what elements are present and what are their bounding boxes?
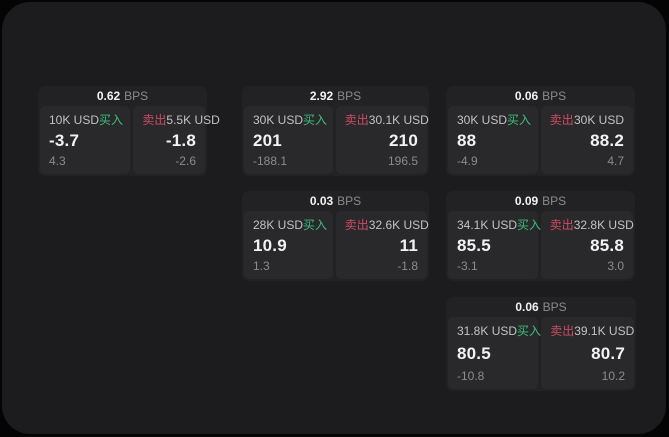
bps-value: 0.03 — [309, 194, 334, 208]
sell-change: 4.7 — [607, 154, 624, 168]
buy-change: 1.3 — [253, 259, 270, 273]
sell-change: -1.8 — [397, 259, 418, 273]
sell-price: 88.2 — [590, 131, 624, 150]
buy-panel[interactable]: 34.1K USD 买入 85.5 -3.1 — [448, 211, 542, 279]
bps-unit-label: BPS — [337, 89, 362, 103]
quote-card-6: 0.06 BPS 31.8K USD 买入 80.5 -10.8 卖出 39.1… — [446, 297, 636, 391]
buy-change: -188.1 — [253, 154, 288, 168]
sell-panel[interactable]: 卖出 5.5K USD -1.8 -2.6 — [133, 106, 220, 174]
buy-price: 80.5 — [457, 344, 491, 363]
buy-panel[interactable]: 31.8K USD 买入 80.5 -10.8 — [448, 317, 542, 389]
sell-side-label: 卖出 — [344, 113, 369, 127]
buy-panel[interactable]: 28K USD 买入 10.9 1.3 — [244, 211, 333, 279]
buy-change: 4.3 — [49, 154, 66, 168]
sell-amount: 32.8K USD — [573, 218, 634, 232]
buy-price: 88 — [457, 131, 477, 150]
buy-panel[interactable]: 30K USD 买入 88 -4.9 — [448, 106, 538, 174]
bps-unit-label: BPS — [542, 89, 567, 103]
sell-change: 10.2 — [601, 369, 625, 383]
buy-change: -3.1 — [457, 259, 478, 273]
sell-panel[interactable]: 卖出 39.1K USD 80.7 10.2 — [541, 317, 634, 389]
quote-card-4: 0.03 BPS 28K USD 买入 10.9 1.3 卖出 32.6K US… — [242, 191, 429, 281]
buy-side-label: 买入 — [303, 113, 328, 127]
buy-side-label: 买入 — [517, 218, 542, 232]
buy-price: 201 — [253, 131, 282, 150]
bps-header: 0.09 BPS — [448, 191, 633, 211]
buy-price: 10.9 — [253, 236, 287, 255]
bps-unit-label: BPS — [542, 194, 567, 208]
bps-value: 0.06 — [515, 300, 539, 314]
bps-header: 0.06 BPS — [448, 86, 633, 106]
buy-amount: 34.1K USD — [457, 218, 518, 232]
bps-header: 0.62 BPS — [40, 86, 205, 106]
quote-card-3: 0.06 BPS 30K USD 买入 88 -4.9 卖出 30K USD 8… — [446, 86, 635, 176]
bps-unit-label: BPS — [337, 194, 362, 208]
sell-side-label: 卖出 — [550, 324, 575, 338]
sell-change: 3.0 — [607, 259, 624, 273]
bps-value: 0.09 — [514, 194, 539, 208]
buy-amount: 31.8K USD — [457, 324, 518, 338]
sell-panel[interactable]: 卖出 32.6K USD 11 -1.8 — [335, 211, 429, 279]
sell-panel[interactable]: 卖出 30K USD 88.2 4.7 — [540, 106, 633, 174]
sell-side-label: 卖出 — [142, 113, 167, 127]
buy-amount: 30K USD — [457, 113, 508, 127]
quote-card-5: 0.09 BPS 34.1K USD 买入 85.5 -3.1 卖出 32.8K… — [446, 191, 635, 281]
buy-amount: 10K USD — [49, 113, 100, 127]
buy-side-label: 买入 — [507, 113, 532, 127]
sell-price: 11 — [399, 236, 418, 255]
sell-amount: 32.6K USD — [368, 218, 429, 232]
sell-panel[interactable]: 卖出 32.8K USD 85.8 3.0 — [540, 211, 634, 279]
buy-change: -10.8 — [457, 369, 485, 383]
sell-change: -2.6 — [175, 154, 196, 168]
sell-amount: 39.1K USD — [574, 324, 635, 338]
buy-panel[interactable]: 10K USD 买入 -3.7 4.3 — [40, 106, 131, 174]
bps-value: 0.06 — [514, 89, 539, 103]
buy-change: -4.9 — [457, 154, 478, 168]
bps-value: 0.62 — [96, 89, 121, 103]
sell-price: -1.8 — [165, 131, 196, 150]
sell-price: 210 — [389, 131, 418, 150]
buy-amount: 30K USD — [253, 113, 304, 127]
sell-price: 85.8 — [590, 236, 624, 255]
bps-header: 2.92 BPS — [244, 86, 427, 106]
quote-card-1: 0.62 BPS 10K USD 买入 -3.7 4.3 卖出 5.5K USD… — [38, 86, 220, 176]
sell-amount: 5.5K USD — [166, 113, 220, 127]
bps-header: 0.06 BPS — [448, 297, 634, 317]
buy-price: -3.7 — [49, 131, 80, 150]
buy-side-label: 买入 — [303, 218, 328, 232]
buy-amount: 28K USD — [253, 218, 304, 232]
sell-panel[interactable]: 卖出 30.1K USD 210 196.5 — [335, 106, 429, 174]
sell-side-label: 卖出 — [344, 218, 369, 232]
buy-panel[interactable]: 30K USD 买入 201 -188.1 — [244, 106, 333, 174]
sell-price: 80.7 — [591, 344, 625, 363]
bps-unit-label: BPS — [124, 89, 149, 103]
buy-side-label: 买入 — [99, 113, 124, 127]
sell-side-label: 卖出 — [549, 218, 574, 232]
bps-value: 2.92 — [309, 89, 334, 103]
quote-card-2: 2.92 BPS 30K USD 买入 201 -188.1 卖出 30.1K … — [242, 86, 429, 176]
sell-amount: 30.1K USD — [368, 113, 429, 127]
buy-price: 85.5 — [457, 236, 491, 255]
sell-side-label: 卖出 — [549, 113, 574, 127]
bps-header: 0.03 BPS — [244, 191, 427, 211]
sell-change: 196.5 — [387, 154, 418, 168]
sell-amount: 30K USD — [573, 113, 624, 127]
buy-side-label: 买入 — [517, 324, 542, 338]
bps-unit-label: BPS — [542, 300, 567, 314]
